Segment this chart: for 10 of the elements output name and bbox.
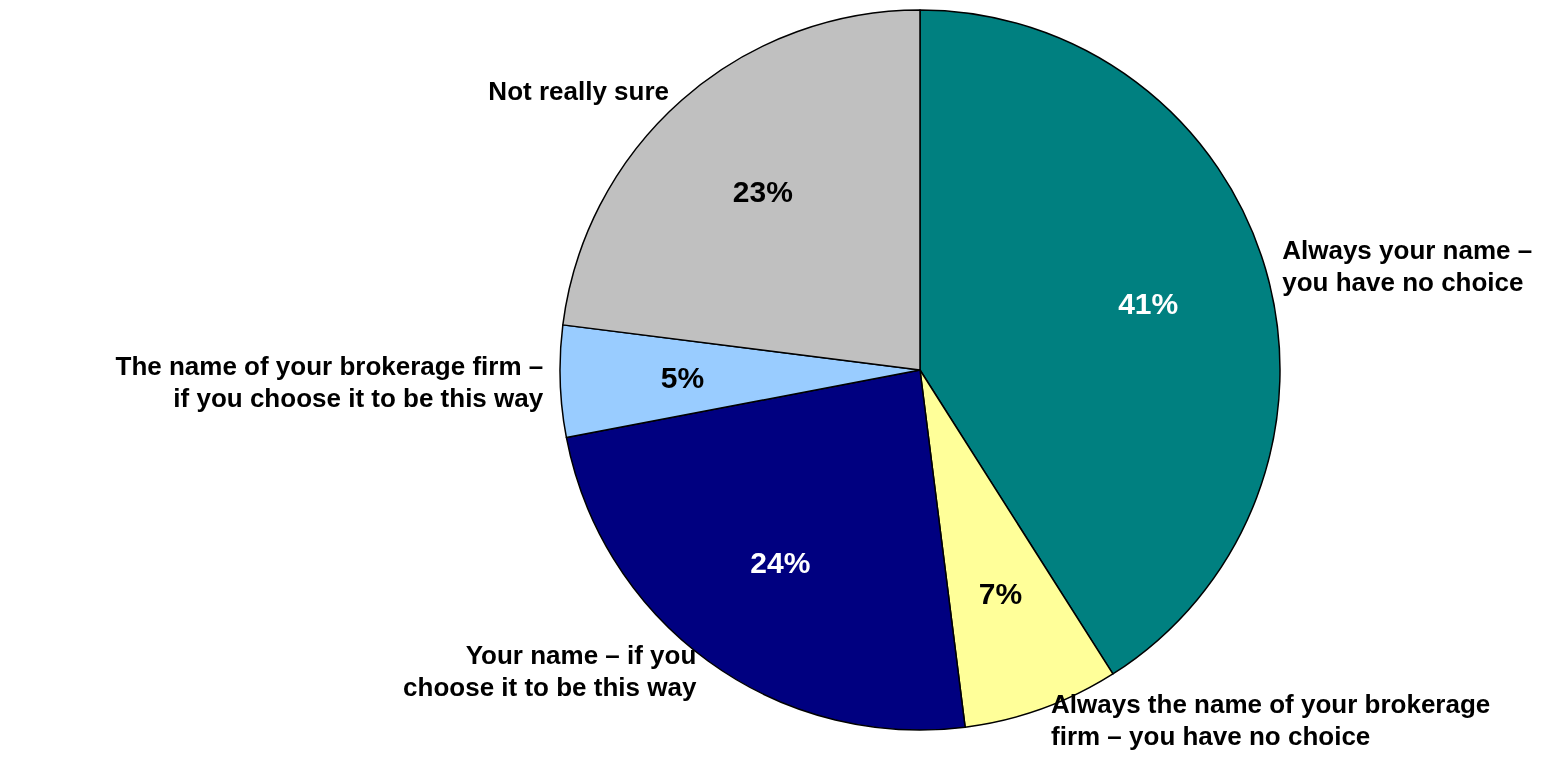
data-label: 41% — [1118, 287, 1179, 321]
slice-label: The name of your brokerage firm – if you choose it to be this way — [115, 350, 544, 413]
data-label: 24% — [750, 545, 811, 579]
slice-label: Always the name of your brokerage firm – you have no choice — [1051, 689, 1491, 752]
slice-label: Not really sure — [488, 75, 669, 106]
data-label: 5% — [660, 360, 705, 394]
data-label: 7% — [978, 577, 1023, 611]
data-label: 23% — [732, 175, 793, 209]
slice-label: Your name – if you choose it to be this way — [403, 639, 697, 702]
slice-label: Always your name – you have no choice — [1282, 235, 1533, 298]
